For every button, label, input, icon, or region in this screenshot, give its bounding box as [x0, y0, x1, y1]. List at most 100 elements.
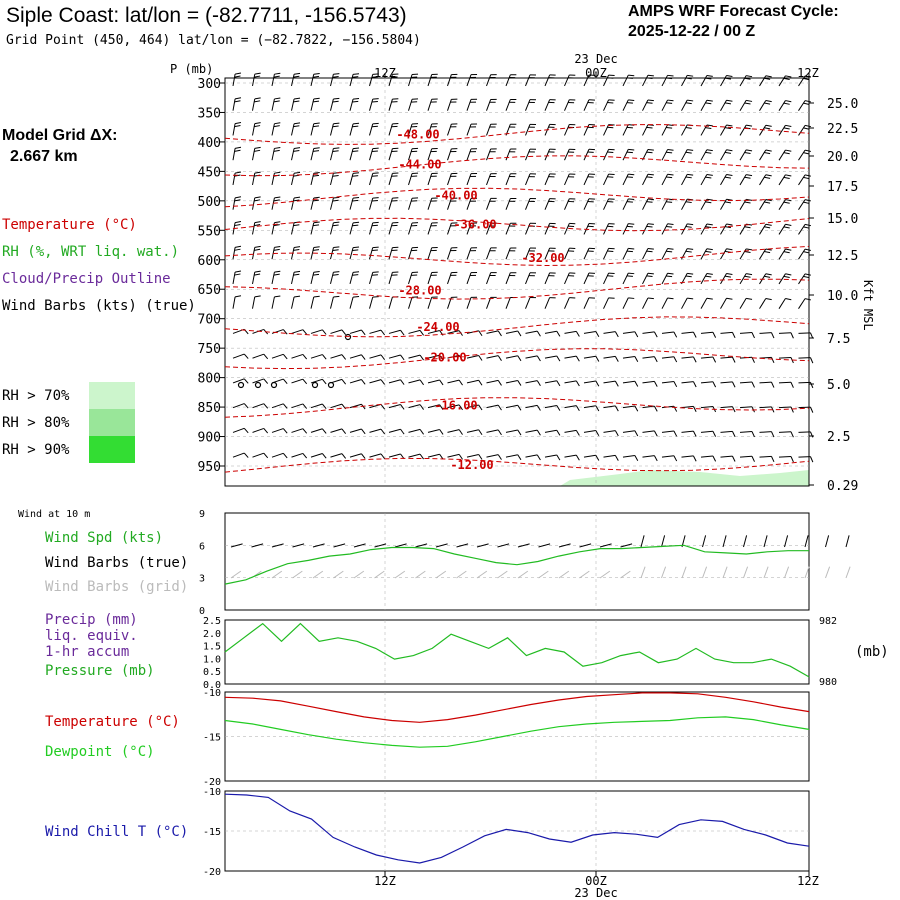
profile-wind-barb: [564, 198, 576, 210]
wind-barb-flag: [803, 226, 810, 229]
forecast-cycle-label: AMPS WRF Forecast Cycle:: [628, 3, 839, 20]
wind-barb-flag: [653, 455, 658, 462]
profile-wind-barb: [798, 332, 814, 339]
wind-barb-flag: [293, 273, 300, 276]
wind-barb-flag: [626, 275, 633, 277]
pressure-tick-550: 550: [198, 224, 221, 239]
profile-wind-barb: [388, 271, 399, 285]
profile-wind-barb: [369, 221, 379, 235]
wind-barb-true: [251, 543, 264, 548]
wind-barb-flag: [785, 223, 792, 226]
wind-barb-staff: [369, 197, 374, 210]
wind-barb-true: [374, 543, 387, 548]
profile-frame: [224, 77, 810, 487]
wind-barb-flag: [726, 248, 733, 251]
wind-barb-staff: [759, 332, 772, 334]
wind-barb-flag: [706, 248, 713, 251]
wind-barb-staff: [700, 430, 713, 433]
wind-barb-staff: [622, 454, 635, 458]
profile-wind-barb: [661, 356, 678, 363]
wind-barb-staff: [759, 381, 772, 384]
wind-barb-flag: [497, 454, 502, 460]
wind-barb-flag: [785, 75, 792, 78]
wind-barb-flag: [282, 403, 288, 409]
wind-barb-flag: [667, 223, 674, 226]
profile-wind-barb: [330, 73, 340, 87]
profile-wind-barb: [291, 353, 308, 360]
wind-barb-flag: [706, 272, 713, 275]
profile-wind-barb: [427, 197, 438, 210]
profile-wind-barb: [349, 221, 360, 235]
wind-barb-flag: [746, 297, 753, 300]
profile-wind-barb: [447, 98, 458, 111]
wind-barb-staff: [447, 99, 452, 111]
profile-wind-barb: [778, 100, 792, 111]
profile-wind-barb: [310, 97, 320, 111]
kft-tick-20.0: 20.0: [827, 150, 858, 165]
wind-barb-staff: [720, 100, 727, 111]
profile-wind-barb: [505, 222, 517, 235]
wind-barb-staff: [661, 430, 674, 433]
wind-barb-flag: [614, 380, 619, 387]
isotherm-line: [224, 457, 810, 473]
profile-wind-barb: [408, 428, 424, 435]
profile-wind-barb: [544, 272, 556, 285]
wind-barb-staff: [486, 124, 492, 136]
wind-barb-flag: [685, 226, 692, 228]
wind-barb-staff: [232, 123, 236, 136]
wind-barb-flag: [400, 404, 405, 410]
wind-barb-grid: [497, 570, 508, 579]
profile-wind-barb: [232, 403, 249, 409]
wind-barb-flag: [785, 298, 792, 301]
wind-barb-staff: [525, 330, 538, 334]
wind-barb-flag: [765, 297, 772, 301]
wind-barb-staff: [310, 428, 323, 433]
profile-wind-barb: [232, 295, 242, 309]
pressure-tick-400: 400: [198, 136, 221, 151]
wind-barb-flag: [685, 77, 692, 80]
isotherm-label: -48.00: [396, 127, 439, 141]
wind-barb-staff: [603, 124, 610, 136]
wind-barb-flag: [254, 270, 261, 273]
wind-barb-staff: [408, 428, 421, 433]
profile-wind-barb: [271, 171, 281, 186]
profile-wind-barb: [486, 355, 502, 361]
wind-barb-flag: [294, 270, 301, 273]
profile-wind-barb: [310, 122, 320, 136]
wind-barb-flag: [685, 127, 692, 129]
profile-wind-barb: [232, 122, 242, 136]
pressure-tick-800: 800: [198, 372, 221, 387]
wind-barb-flag: [666, 176, 673, 179]
wind-barb-flag: [556, 355, 561, 362]
profile-wind-barb: [564, 405, 580, 412]
kft-tick-22.5: 22.5: [827, 122, 858, 137]
profile-wind-barb: [622, 74, 635, 87]
wind-barb-flag: [313, 97, 320, 100]
wind-barb-flag: [666, 225, 673, 228]
wind-barb-true: [353, 543, 366, 548]
wind-barb-flag: [712, 356, 717, 363]
profile-wind-barb: [583, 198, 595, 210]
wind-barb-flag: [332, 224, 339, 227]
wind-barb-flag: [705, 275, 712, 278]
profile-wind-barb: [622, 297, 635, 309]
wind-barb-flag: [254, 245, 261, 248]
wind-barb-staff: [642, 198, 649, 210]
wind-barb-flag: [458, 454, 463, 460]
profile-wind-barb: [544, 247, 556, 260]
wind-barb-staff: [369, 173, 374, 186]
profile-wind-barb: [583, 331, 600, 337]
isotherm-label: -40.00: [434, 189, 477, 203]
wind-barb-flag: [294, 171, 301, 174]
wind-barb-flag: [751, 431, 755, 438]
profile-wind-barb: [330, 271, 340, 285]
wind-barb-staff: [505, 429, 518, 433]
kft-tick-2.5: 2.5: [827, 430, 850, 445]
wind-barb-staff: [603, 173, 610, 186]
profile-wind-barb: [642, 124, 654, 136]
precip-tick-0.5: 0.5: [203, 667, 221, 678]
wind-barb-flag: [647, 247, 654, 250]
profile-wind-barb: [778, 298, 792, 309]
wind-barb-staff: [388, 99, 393, 111]
wind-barb-flag: [312, 150, 320, 152]
